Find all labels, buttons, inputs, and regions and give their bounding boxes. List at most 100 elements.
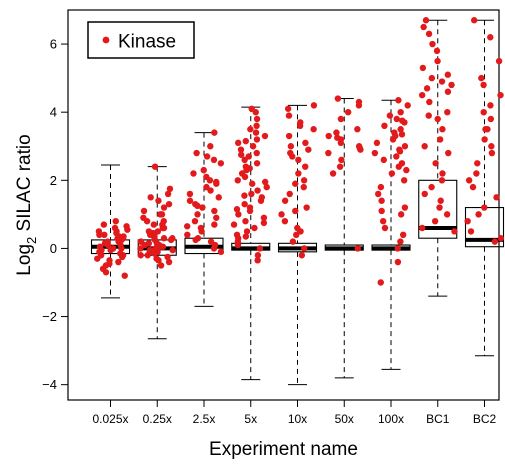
kinase-point-5x-43 [237, 151, 245, 158]
kinase-point-5x-19 [234, 177, 241, 184]
kinase-point-5x-3 [253, 122, 260, 130]
kinase-point-5x-8 [234, 139, 242, 147]
kinase-point-BC2-14 [473, 170, 480, 177]
kinase-point-0.25x-49 [150, 233, 158, 240]
box-10x [277, 104, 318, 386]
kinase-point-0.25x-1 [166, 185, 174, 193]
kinase-point-100x-23 [374, 190, 382, 198]
kinase-point-100x-10 [389, 136, 397, 143]
kinase-points-layer [94, 17, 505, 286]
y-axis-label-log: Log [14, 244, 35, 276]
kinase-point-100x-21 [400, 177, 408, 184]
kinase-point-2.5x-33 [183, 223, 191, 230]
legend-marker [102, 36, 110, 44]
kinase-point-100x-34 [399, 117, 406, 124]
kinase-point-BC1-17 [421, 143, 428, 150]
kinase-point-5x-11 [253, 149, 260, 157]
kinase-point-BC1-8 [438, 78, 446, 85]
kinase-point-BC1-14 [434, 115, 441, 123]
kinase-point-10x-13 [300, 177, 308, 184]
kinase-point-100x-24 [378, 197, 385, 204]
kinase-point-50x-3 [344, 108, 352, 116]
kinase-point-0.25x-7 [140, 207, 148, 215]
kinase-point-0.25x-30 [155, 257, 162, 264]
kinase-point-0.25x-46 [137, 252, 144, 259]
kinase-point-BC1-23 [421, 190, 428, 198]
kinase-point-10x-26 [289, 153, 296, 160]
kinase-point-10x-27 [292, 180, 299, 187]
kinase-point-BC2-5 [497, 91, 504, 99]
kinase-point-10x-15 [286, 190, 293, 198]
kinase-point-BC2-24 [484, 126, 491, 133]
kinase-point-BC1-3 [429, 40, 436, 48]
kinase-point-2.5x-11 [207, 187, 214, 194]
kinase-point-BC2-23 [491, 238, 499, 245]
kinase-point-BC2-10 [481, 136, 488, 143]
kinase-point-50x-7 [325, 132, 332, 140]
x-tick-label-BC2: BC2 [473, 412, 497, 426]
kinase-point-100x-11 [373, 139, 381, 147]
kinase-point-2.5x-32 [194, 202, 201, 210]
x-tick-label-5x: 5x [244, 412, 257, 426]
kinase-point-BC1-27 [431, 217, 439, 225]
kinase-point-10x-16 [281, 197, 289, 204]
kinase-point-BC2-16 [469, 183, 477, 191]
kinase-point-5x-22 [254, 187, 261, 194]
kinase-point-5x-9 [249, 143, 257, 150]
kinase-point-2.5x-29 [217, 248, 225, 256]
kinase-point-0.025x-22 [115, 258, 122, 266]
kinase-point-0.25x-45 [157, 243, 165, 250]
kinase-point-10x-4 [310, 126, 317, 133]
kinase-point-100x-29 [399, 231, 407, 239]
kinase-point-50x-2 [355, 102, 363, 109]
kinase-point-0.25x-4 [155, 197, 162, 204]
kinase-point-5x-20 [249, 180, 256, 187]
kinase-point-5x-5 [252, 129, 260, 136]
kinase-point-BC1-25 [436, 204, 443, 211]
kinase-point-0.25x-11 [150, 221, 158, 228]
kinase-point-100x-14 [371, 149, 379, 157]
kinase-point-BC1-22 [428, 183, 435, 191]
x-axis: 0.025x 0.25x 2.5x 5x 10x 50x 100x BC1 BC2 [92, 400, 496, 426]
kinase-point-5x-31 [242, 217, 249, 225]
kinase-point-50x-6 [333, 129, 340, 136]
kinase-point-2.5x-1 [207, 143, 214, 150]
kinase-point-0.025x-1 [100, 221, 108, 228]
kinase-point-0.025x-33 [101, 231, 108, 239]
kinase-point-5x-40 [254, 252, 262, 259]
kinase-point-10x-2 [285, 112, 293, 119]
kinase-point-5x-38 [234, 241, 242, 249]
kinase-point-5x-13 [241, 156, 248, 164]
kinase-point-5x-1 [252, 108, 259, 116]
x-tick-label-100x: 100x [378, 412, 404, 426]
kinase-point-5x-44 [246, 165, 253, 172]
kinase-point-BC1-13 [444, 108, 451, 116]
kinase-point-5x-46 [241, 192, 248, 199]
kinase-point-5x-32 [230, 221, 238, 228]
kinase-point-BC2-12 [488, 149, 496, 157]
kinase-point-100x-27 [379, 217, 387, 225]
kinase-point-2.5x-19 [213, 214, 220, 221]
y-tick-label-6: 6 [50, 37, 57, 52]
kinase-point-0.25x-2 [164, 190, 172, 198]
kinase-point-10x-21 [293, 231, 300, 239]
kinase-point-0.025x-32 [95, 228, 103, 235]
kinase-point-10x-28 [292, 207, 299, 215]
kinase-point-100x-26 [397, 211, 405, 218]
kinase-point-100x-25 [401, 204, 409, 211]
kinase-point-BC1-10 [423, 85, 431, 92]
kinase-point-5x-4 [247, 126, 254, 133]
kinase-point-50x-5 [354, 126, 361, 133]
kinase-point-0.25x-0 [151, 163, 159, 170]
kinase-point-100x-19 [403, 166, 410, 174]
kinase-point-BC1-30 [444, 71, 452, 78]
kinase-point-BC1-15 [439, 126, 446, 133]
y-tick-label-4: 4 [50, 105, 57, 120]
y-axis-label: Log2 SILAC ratio [14, 134, 39, 275]
kinase-point-5x-18 [241, 173, 249, 181]
kinase-point-5x-34 [243, 228, 251, 235]
kinase-point-5x-47 [233, 206, 241, 213]
kinase-point-50x-15 [329, 170, 337, 177]
kinase-point-0.25x-43 [154, 228, 162, 235]
kinase-point-0.025x-39 [97, 252, 105, 259]
